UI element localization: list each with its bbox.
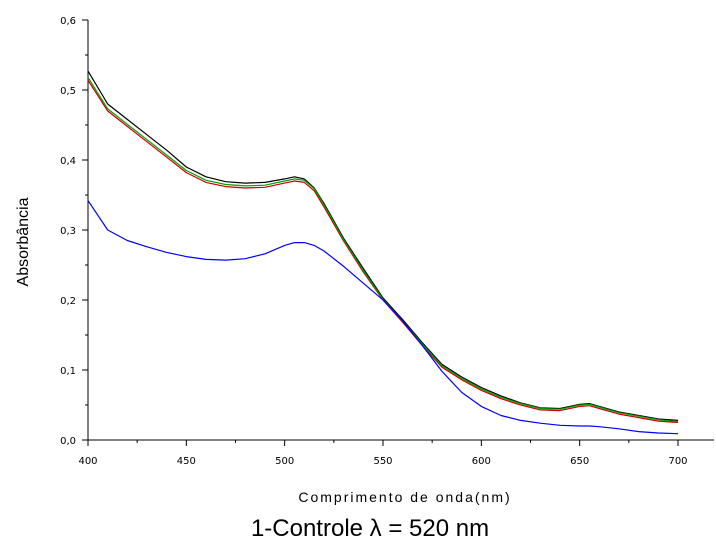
y-tick-label: 0,3: [60, 226, 76, 237]
x-axis-title: Comprimento de onda(nm): [298, 489, 511, 505]
axes: [87, 20, 714, 441]
y-tick-label: 0,6: [60, 16, 76, 27]
y-axis-title: Absorbância: [15, 197, 32, 286]
x-tick-label: 550: [373, 456, 392, 467]
series-line-2: [87, 79, 679, 424]
y-tick-label: 0,1: [60, 366, 76, 377]
series-line-1: [87, 70, 679, 421]
series-line-4: [87, 200, 679, 435]
y-tick-label: 0,2: [60, 296, 76, 307]
x-tick-label: 600: [472, 456, 491, 467]
y-tick-label: 0,5: [60, 86, 76, 97]
y-tick-label: 0,4: [60, 156, 76, 167]
x-tick-label: 450: [177, 456, 196, 467]
figure-caption: 1-Controle λ = 520 nm: [251, 515, 489, 542]
series-group: [87, 70, 679, 435]
x-tick-label: 500: [275, 456, 294, 467]
x-tick-label: 400: [78, 456, 97, 467]
ticks: 400 450 500 550 600 650 700 0,0 0,1 0,2 0,3 0,4 0,5 0…: [60, 16, 687, 467]
y-tick-label: 0,0: [60, 436, 76, 447]
x-tick-label: 650: [570, 456, 589, 467]
series-line-3: [87, 77, 679, 423]
x-tick-label: 700: [668, 456, 687, 467]
